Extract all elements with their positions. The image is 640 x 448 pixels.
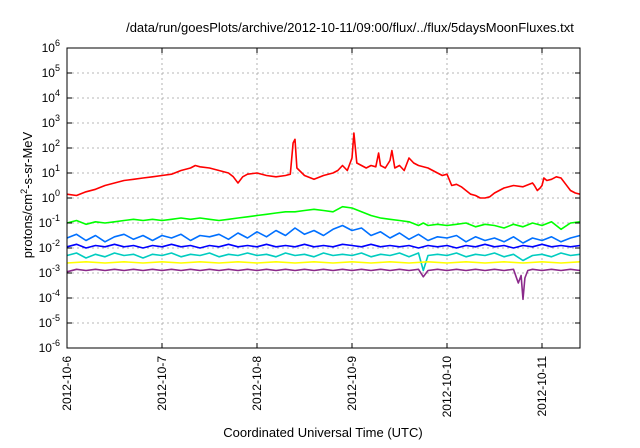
y-tick-label: 102 xyxy=(42,138,60,155)
series-lines xyxy=(66,132,581,301)
y-tick-label-exponent: -3 xyxy=(52,263,60,273)
x-tick-label: 2012-10-9 xyxy=(345,356,359,411)
y-tick-label-exponent: 4 xyxy=(55,88,60,98)
y-tick-label-exponent: 0 xyxy=(55,188,60,198)
y-tick-label-base: 10 xyxy=(42,66,56,80)
y-tick-label: 10-4 xyxy=(39,288,60,305)
y-tick-label-exponent: 2 xyxy=(55,138,60,148)
x-tick-label: 2012-10-8 xyxy=(250,356,264,411)
series-line-7 xyxy=(66,268,581,301)
y-tick-label-exponent: 5 xyxy=(55,63,60,73)
series-line-4 xyxy=(66,252,581,272)
x-axis-title: Coordinated Universal Time (UTC) xyxy=(223,425,422,440)
y-tick-label: 104 xyxy=(42,88,60,105)
y-tick-label: 105 xyxy=(42,63,60,80)
x-tick-label: 2012-10-7 xyxy=(155,356,169,411)
y-tick-label-base: 10 xyxy=(42,141,56,155)
series-line-3 xyxy=(66,224,581,244)
y-tick-label-base: 10 xyxy=(39,266,53,280)
y-tick-label: 10-1 xyxy=(39,213,60,230)
y-tick-label-exponent: 6 xyxy=(55,38,60,48)
y-tick-label-exponent: -1 xyxy=(52,213,60,223)
y-tick-label: 106 xyxy=(42,38,60,55)
y-tick-label-base: 10 xyxy=(39,316,53,330)
series-line-2 xyxy=(66,205,581,231)
y-tick-label-exponent: -4 xyxy=(52,288,60,298)
y-tick-label-base: 10 xyxy=(42,91,56,105)
y-tick-label-base: 10 xyxy=(39,216,53,230)
y-tick-label: 10-2 xyxy=(39,238,60,255)
y-tick-label-exponent: -5 xyxy=(52,313,60,323)
y-tick-label: 10-6 xyxy=(39,338,60,355)
plot-frame xyxy=(66,47,581,349)
y-tick-label: 10-3 xyxy=(39,263,60,280)
x-tick-label: 2012-10-10 xyxy=(440,356,454,418)
y-tick-label: 10-5 xyxy=(39,313,60,330)
y-tick-label-exponent: -2 xyxy=(52,238,60,248)
y-tick-label-exponent: 3 xyxy=(55,113,60,123)
y-tick-label-exponent: -6 xyxy=(52,338,60,348)
y-tick-label-base: 10 xyxy=(39,241,53,255)
y-axis-title-base: protons/cm xyxy=(20,194,35,258)
y-tick-label: 103 xyxy=(42,113,60,130)
grid xyxy=(67,48,580,348)
y-tick-label-base: 10 xyxy=(42,166,56,180)
y-axis-title: protons/cm2-s-sr-MeV xyxy=(19,131,35,258)
y-tick-label-base: 10 xyxy=(39,291,53,305)
y-tick-label: 101 xyxy=(42,163,60,180)
y-tick-label-base: 10 xyxy=(42,116,56,130)
y-tick-label-exponent: 1 xyxy=(55,163,60,173)
chart-title: /data/run/goesPlots/archive/2012-10-11/0… xyxy=(126,20,574,35)
series-line-5 xyxy=(66,243,581,249)
y-axis-title-rest: -s-sr-MeV xyxy=(20,131,35,188)
y-tick-label-base: 10 xyxy=(42,41,56,55)
series-line-1 xyxy=(66,132,581,199)
y-tick-label: 100 xyxy=(42,188,60,205)
tick-labels: 10610510410310210110010-110-210-310-410-… xyxy=(39,38,549,417)
y-tick-label-base: 10 xyxy=(42,191,56,205)
y-axis-title-sup: 2 xyxy=(19,189,29,194)
y-tick-label-base: 10 xyxy=(39,341,53,355)
series-line-6 xyxy=(66,261,581,264)
x-tick-label: 2012-10-11 xyxy=(535,356,549,417)
x-tick-label: 2012-10-6 xyxy=(60,356,74,411)
